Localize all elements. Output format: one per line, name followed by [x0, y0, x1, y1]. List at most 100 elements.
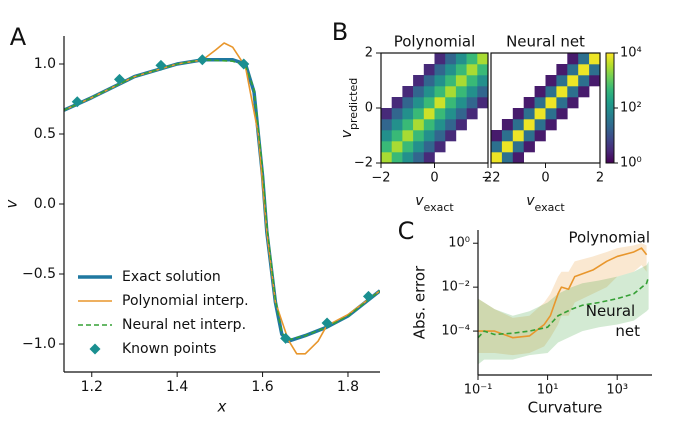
data-point — [321, 317, 333, 329]
plot-area — [478, 243, 650, 365]
heat-cell — [523, 108, 535, 120]
heat-cell — [445, 108, 457, 120]
heat-cell — [445, 53, 457, 65]
heat-cell — [445, 119, 457, 131]
heat-cell — [545, 108, 557, 120]
y-tick-label: 2 — [365, 46, 373, 61]
heat-cell — [523, 119, 535, 131]
heat-cell — [501, 152, 514, 163]
heat-cell — [391, 119, 403, 131]
ylabel: v — [339, 129, 355, 138]
legend-label: Known points — [122, 341, 216, 357]
xlabel: v — [526, 193, 535, 209]
heat-cell — [381, 141, 392, 153]
heat-cell — [477, 97, 488, 109]
heat-cell — [501, 119, 514, 131]
x-tick-label: 1.6 — [251, 379, 273, 395]
heat-cell — [578, 75, 590, 87]
heat-cell — [556, 64, 568, 76]
heat-cell — [381, 119, 392, 131]
series-label: Neural net — [586, 302, 640, 340]
heat-cell — [589, 53, 600, 65]
heat-cell — [391, 141, 403, 153]
heat-cell — [567, 75, 579, 87]
legend-label: Neural net interp. — [122, 317, 246, 333]
y-tick-label: −0.5 — [22, 266, 56, 282]
heat-cell — [477, 86, 488, 98]
heat-cell — [413, 108, 425, 120]
heat-cell — [512, 119, 524, 131]
heat-cell — [434, 130, 446, 142]
heat-cell — [534, 97, 546, 109]
heat-cell — [413, 86, 425, 98]
heat-cell — [402, 86, 414, 98]
series-line — [478, 276, 650, 339]
subplot-title: Neural net — [506, 33, 585, 51]
heat-cell — [578, 86, 590, 98]
series-label: Polynomial — [568, 229, 650, 247]
heat-cell — [567, 64, 579, 76]
heat-cell — [534, 108, 546, 120]
heat-cell — [423, 141, 435, 153]
heat-cell — [434, 75, 446, 87]
heat-cell — [402, 152, 414, 163]
heat-cell — [391, 97, 403, 109]
heat-cell — [477, 75, 488, 87]
heat-cell — [434, 97, 446, 109]
heat-cell — [445, 97, 457, 109]
heat-cell — [413, 130, 425, 142]
data-point — [238, 58, 250, 70]
colorbar — [605, 52, 615, 164]
x-tick-label: 10³ — [606, 383, 628, 398]
heat-cell — [512, 152, 524, 163]
heat-cell — [402, 119, 414, 131]
heat-cell — [477, 53, 488, 65]
heat-cell — [413, 141, 425, 153]
x-tick-label: 0 — [430, 171, 438, 186]
heat-cell — [455, 64, 467, 76]
heat-cell — [434, 53, 446, 65]
heat-cell — [445, 64, 457, 76]
legend-marker — [89, 343, 101, 355]
heat-cell — [491, 130, 503, 142]
heat-cell — [402, 130, 414, 142]
heat-cell — [455, 97, 467, 109]
xlabel-text: vexact — [415, 193, 454, 214]
heat-cell — [501, 130, 514, 142]
heat-cell — [434, 108, 446, 120]
heat-cell — [512, 108, 524, 120]
heat-cell — [455, 108, 467, 120]
heat-cell — [466, 75, 478, 87]
xlabel-sub: exact — [535, 201, 566, 214]
y-tick-label: −1.0 — [22, 336, 56, 352]
heat-cell — [423, 152, 435, 163]
legend-label: Exact solution — [122, 269, 221, 285]
y-tick-label: 0.5 — [34, 126, 56, 142]
x-tick-label: 10⁻¹ — [464, 383, 493, 398]
heat-cell — [402, 97, 414, 109]
data-point — [196, 54, 208, 66]
x-tick-label: 1.2 — [81, 379, 103, 395]
y-tick-label: 0.0 — [34, 196, 56, 212]
heat-cell — [491, 141, 503, 153]
colorbar-tick-label: 10⁴ — [620, 46, 642, 61]
heat-cell — [381, 152, 392, 163]
heat-cell — [423, 130, 435, 142]
heat-cell — [578, 64, 590, 76]
ylabel-text: vpredicted — [339, 78, 360, 138]
heat-cell — [434, 86, 446, 98]
xlabel-sub: exact — [424, 201, 455, 214]
heat-cell — [413, 97, 425, 109]
data-point — [280, 332, 292, 344]
y-tick-label: 10⁰ — [448, 236, 470, 251]
x-tick-label: 1.8 — [337, 379, 359, 395]
x-tick-label: 2 — [596, 171, 604, 186]
heat-cell — [455, 75, 467, 87]
panel-label: B — [332, 18, 348, 46]
panel-label: C — [398, 217, 415, 245]
x-tick-label: 1.4 — [166, 379, 188, 395]
data-point — [114, 73, 126, 85]
data-point — [155, 59, 167, 71]
x-tick-label: 0 — [541, 171, 549, 186]
heat-cell — [413, 75, 425, 87]
